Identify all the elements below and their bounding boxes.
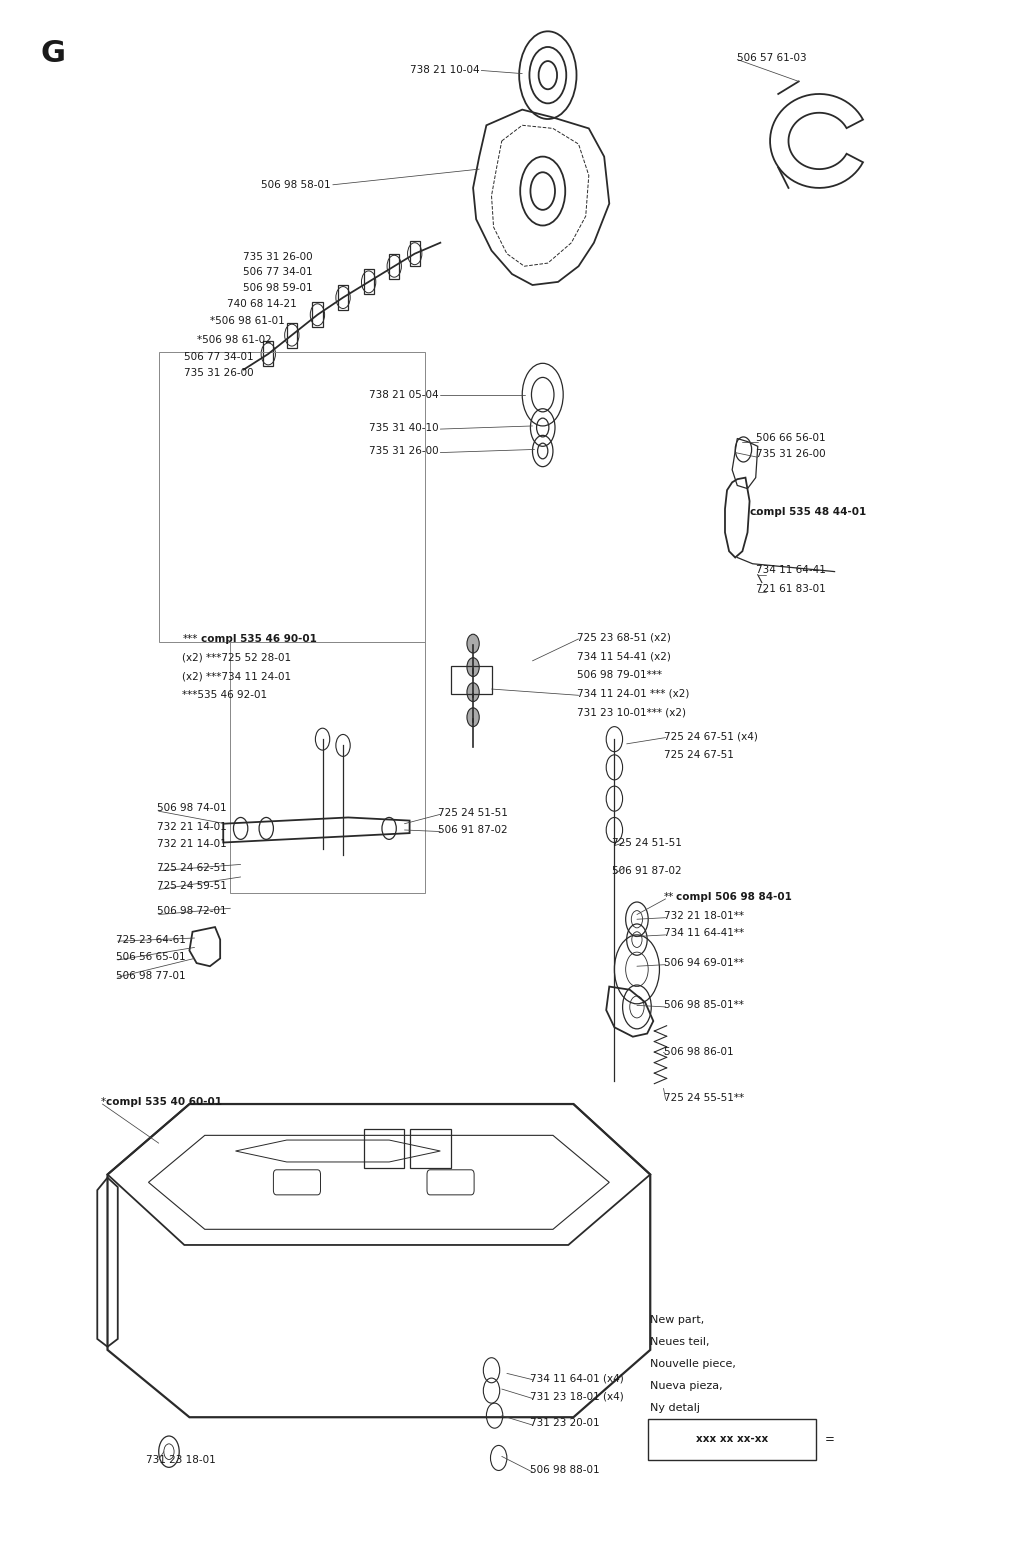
Text: Nueva pieza,: Nueva pieza, [650,1381,723,1391]
Text: 506 98 58-01: 506 98 58-01 [261,180,331,189]
Bar [263,341,273,366]
Text: **: ** [664,893,674,902]
Text: 506 98 77-01: 506 98 77-01 [116,971,185,980]
Text: 734 11 54-41 (x2): 734 11 54-41 (x2) [577,651,671,661]
Text: xxx xx xx-xx: xxx xx xx-xx [696,1434,768,1444]
Text: 734 11 64-41**: 734 11 64-41** [664,929,743,938]
Text: 506 77 34-01: 506 77 34-01 [243,268,312,277]
Text: Ny detalj: Ny detalj [650,1403,700,1413]
Text: 731 23 18-01: 731 23 18-01 [146,1455,216,1464]
Text: 738 21 10-04: 738 21 10-04 [410,66,479,75]
Text: 725 24 51-51: 725 24 51-51 [612,838,682,847]
Text: 732 21 14-01: 732 21 14-01 [157,839,226,849]
Bar [159,352,425,642]
Text: 725 24 55-51**: 725 24 55-51** [664,1093,743,1102]
Text: 738 21 05-04: 738 21 05-04 [369,390,438,399]
Text: (x2) ***725 52 28-01: (x2) ***725 52 28-01 [182,653,292,662]
Text: 734 11 24-01 *** (x2): 734 11 24-01 *** (x2) [577,689,689,698]
Text: 506 98 86-01: 506 98 86-01 [664,1048,733,1057]
Text: 734 11 64-41: 734 11 64-41 [756,565,825,575]
Text: compl 535 46 90-01: compl 535 46 90-01 [201,634,316,644]
Text: compl 506 98 84-01: compl 506 98 84-01 [676,893,792,902]
Text: *506 98 61-01: *506 98 61-01 [210,316,285,326]
Text: ***535 46 92-01: ***535 46 92-01 [182,691,267,700]
Text: 734 11 64-01 (x4): 734 11 64-01 (x4) [530,1373,625,1383]
Text: 735 31 40-10: 735 31 40-10 [369,423,438,432]
Circle shape [467,634,479,653]
Text: ***: *** [182,634,198,644]
Text: 506 77 34-01: 506 77 34-01 [184,352,254,362]
Text: 740 68 14-21: 740 68 14-21 [227,299,297,309]
Text: 725 24 67-51: 725 24 67-51 [664,750,733,760]
Text: 721 61 83-01: 721 61 83-01 [756,584,825,594]
Text: 725 24 59-51: 725 24 59-51 [157,882,226,891]
Text: 506 98 79-01***: 506 98 79-01*** [577,670,662,680]
Bar [364,1129,404,1168]
Bar [364,269,374,294]
Text: 731 23 18-01 (x4): 731 23 18-01 (x4) [530,1392,625,1402]
Bar [451,666,492,694]
Text: 725 24 62-51: 725 24 62-51 [157,863,226,872]
Text: Nouvelle piece,: Nouvelle piece, [650,1359,736,1369]
Text: 506 57 61-03: 506 57 61-03 [737,53,807,63]
Text: 506 56 65-01: 506 56 65-01 [116,952,185,962]
Text: 506 91 87-02: 506 91 87-02 [612,866,682,875]
Text: 725 23 64-61: 725 23 64-61 [116,935,185,944]
Text: 735 31 26-00: 735 31 26-00 [756,449,825,459]
Text: 731 23 20-01: 731 23 20-01 [530,1419,600,1428]
Bar [230,642,425,893]
Text: 731 23 10-01*** (x2): 731 23 10-01*** (x2) [577,708,685,717]
Text: 735 31 26-00: 735 31 26-00 [243,252,312,262]
Text: 735 31 26-00: 735 31 26-00 [184,368,254,377]
Bar [312,302,323,327]
Text: New part,: New part, [650,1315,705,1325]
Text: 735 31 26-00: 735 31 26-00 [369,446,438,456]
Bar [410,1129,451,1168]
Text: G: G [41,39,66,69]
Text: 732 21 18-01**: 732 21 18-01** [664,911,743,921]
Text: *506 98 61-02: *506 98 61-02 [197,335,271,345]
Text: 506 98 74-01: 506 98 74-01 [157,803,226,813]
Text: Neues teil,: Neues teil, [650,1337,710,1347]
Circle shape [467,658,479,677]
Text: 506 98 59-01: 506 98 59-01 [243,283,312,293]
Circle shape [467,708,479,727]
Bar [287,323,297,348]
Text: 506 98 85-01**: 506 98 85-01** [664,1001,743,1010]
Text: *: * [100,1098,105,1107]
Text: (x2) ***734 11 24-01: (x2) ***734 11 24-01 [182,672,292,681]
Text: 506 91 87-02: 506 91 87-02 [438,825,508,835]
Text: compl 535 48 44-01: compl 535 48 44-01 [750,507,866,517]
Bar [338,285,348,310]
Text: 725 24 51-51: 725 24 51-51 [438,808,508,817]
Bar [410,241,420,266]
Text: 725 23 68-51 (x2): 725 23 68-51 (x2) [577,633,671,642]
Circle shape [467,683,479,702]
Text: 732 21 14-01: 732 21 14-01 [157,822,226,832]
Text: 506 94 69-01**: 506 94 69-01** [664,958,743,968]
Bar [389,254,399,279]
Text: 506 66 56-01: 506 66 56-01 [756,434,825,443]
Text: compl 535 40 60-01: compl 535 40 60-01 [106,1098,222,1107]
Text: 506 98 88-01: 506 98 88-01 [530,1466,600,1475]
Text: 725 24 67-51 (x4): 725 24 67-51 (x4) [664,731,758,741]
Text: =: = [824,1433,835,1445]
Text: 506 98 72-01: 506 98 72-01 [157,907,226,916]
